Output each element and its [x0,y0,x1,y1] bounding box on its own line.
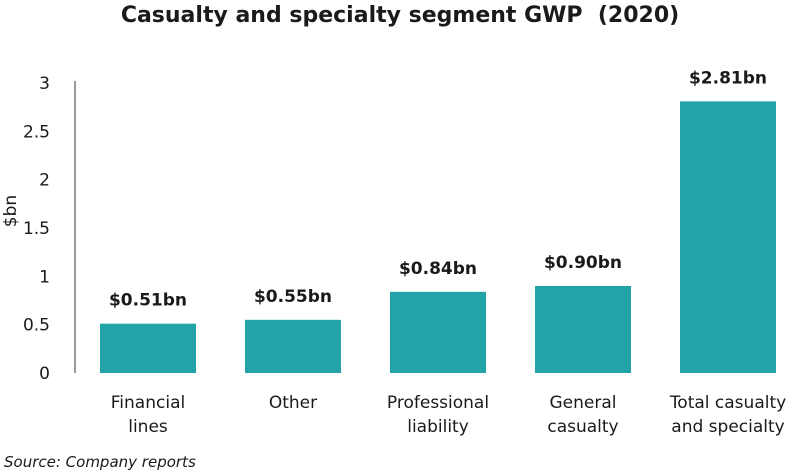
category-label: Professional [387,393,489,413]
data-label: $0.55bn [254,287,332,307]
category-label: casualty [547,417,618,437]
bars [100,101,776,373]
category-label: liability [407,417,469,437]
y-tick-label: 3 [39,74,50,94]
bar [100,323,196,373]
data-label: $2.81bn [689,68,767,88]
data-label: $0.90bn [544,253,622,273]
y-tick-label: 1.5 [23,219,50,239]
category-label: Total casualty [669,393,786,413]
category-label: Other [269,393,317,413]
y-tick-label: 0 [39,364,50,384]
data-label: $0.84bn [399,259,477,279]
category-label: lines [128,417,168,437]
y-tick-label: 2.5 [23,122,50,142]
y-axis-label: $bn [1,195,21,227]
y-tick-label: 1 [39,267,50,287]
bar [680,101,776,373]
y-tick-label: 0.5 [23,316,50,336]
bar [390,291,486,373]
data-label: $0.51bn [109,291,187,311]
bar [245,319,341,373]
category-label: General [550,393,617,413]
data-labels: $0.51bn $0.55bn $0.84bn $0.90bn $2.81bn [109,68,767,310]
source-note: Source: Company reports [4,453,196,471]
category-label: and specialty [671,417,784,437]
category-labels: Financial lines Other Professional liability… [111,393,786,437]
bar [535,286,631,373]
category-label: Financial [111,393,185,413]
chart-title: Casualty and specialty segment GWP (2020… [120,3,680,28]
y-axis-tick-labels: 0 0.5 1 1.5 2 2.5 3 [23,74,50,384]
y-tick-label: 2 [39,171,50,191]
